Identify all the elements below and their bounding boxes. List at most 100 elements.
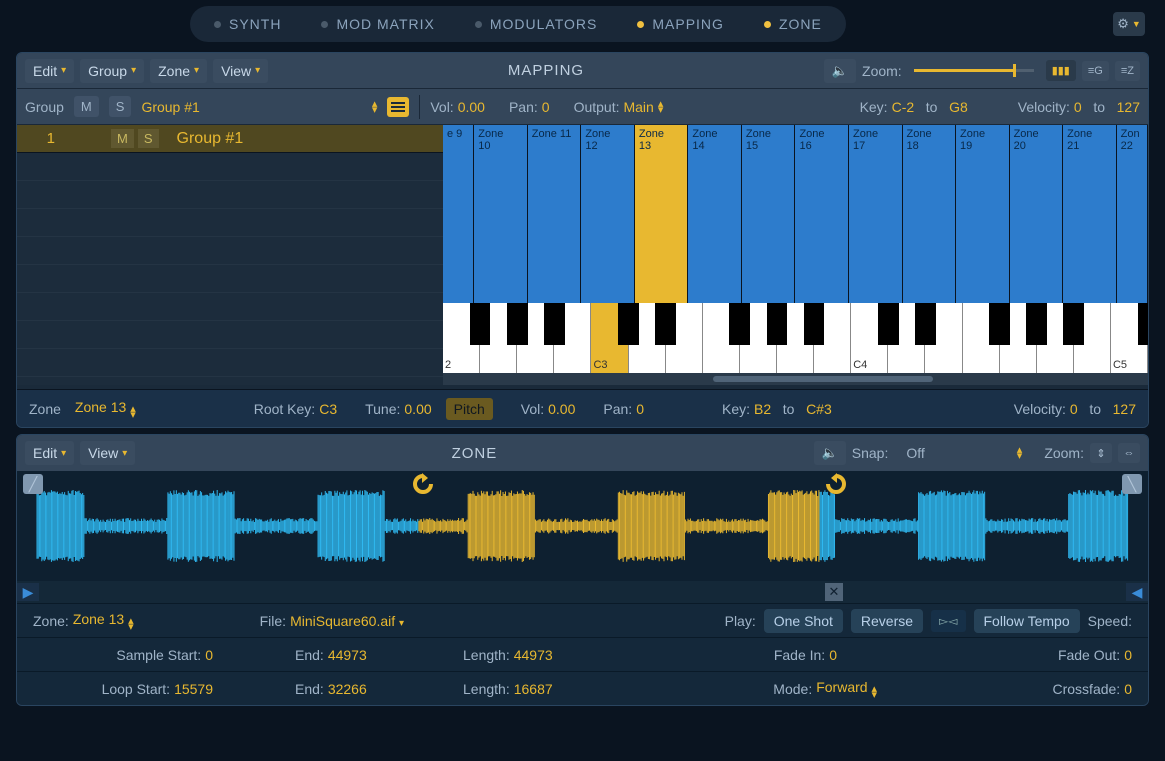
root-key-value[interactable]: C3 — [319, 401, 337, 417]
view-menu[interactable]: View▾ — [213, 59, 268, 83]
pitch-toggle[interactable]: Pitch — [446, 398, 493, 420]
zone-view-menu[interactable]: View▾ — [80, 441, 135, 465]
tab-mapping[interactable]: MAPPING — [617, 10, 744, 38]
edit-menu[interactable]: Edit▾ — [25, 59, 74, 83]
tune-value[interactable]: 0.00 — [404, 401, 431, 417]
key-low[interactable]: C-2 — [892, 99, 915, 115]
loop-mode-value[interactable]: Forward ▴▾ — [816, 679, 877, 698]
tab-zone[interactable]: ZONE — [744, 10, 842, 38]
black-key[interactable] — [729, 303, 750, 345]
fade-in-value[interactable]: 0 — [829, 647, 837, 663]
list-toggle-button[interactable] — [387, 97, 409, 117]
zone-edit-menu[interactable]: Edit▾ — [25, 441, 74, 465]
flex-button[interactable]: ▻◅ — [931, 610, 965, 632]
zoom-slider[interactable] — [914, 69, 1034, 72]
vol-value[interactable]: 0.00 — [458, 99, 485, 115]
zone-audition-button[interactable]: 🔈 — [814, 441, 846, 465]
pan-value[interactable]: 0 — [542, 99, 550, 115]
end-handle[interactable]: ╲ — [1122, 474, 1142, 494]
zoom-vertical-button[interactable]: ⇕ — [1090, 443, 1112, 463]
view-mode-zone[interactable]: ≡Z — [1115, 61, 1140, 81]
group-mute-button[interactable]: M — [74, 96, 99, 117]
zone-vel-high[interactable]: 127 — [1113, 401, 1136, 417]
sample-length-value[interactable]: 44973 — [514, 647, 553, 663]
vel-high[interactable]: 127 — [1117, 99, 1140, 115]
zone-cell[interactable]: Zone19 — [956, 125, 1010, 303]
zone-name-select[interactable]: Zone 13 ▴▾ — [75, 399, 136, 418]
settings-button[interactable]: ⚙ ▼ — [1113, 12, 1145, 36]
sample-end-value[interactable]: 44973 — [328, 647, 367, 663]
crossfade-value[interactable]: 0 — [1124, 681, 1132, 697]
one-shot-button[interactable]: One Shot — [764, 609, 843, 633]
loop-length-value[interactable]: 16687 — [514, 681, 553, 697]
black-key[interactable] — [1063, 303, 1084, 345]
view-mode-keyboard[interactable]: ▮▮▮ — [1046, 60, 1076, 81]
black-key[interactable] — [544, 303, 565, 345]
row-solo-button[interactable]: S — [138, 129, 159, 148]
snap-value[interactable]: Off — [906, 445, 924, 461]
zone-pan-value[interactable]: 0 — [636, 401, 644, 417]
zone-vel-low[interactable]: 0 — [1070, 401, 1078, 417]
zone-cell[interactable]: e 9 — [443, 125, 474, 303]
loop-start-value[interactable]: 15579 — [174, 681, 213, 697]
group-menu[interactable]: Group▾ — [80, 59, 144, 83]
pz-zone-value[interactable]: Zone 13 ▴▾ — [73, 611, 134, 630]
black-key[interactable] — [915, 303, 936, 345]
group-selector[interactable]: Group #1 ▴▾ — [141, 99, 377, 115]
tab-modulators[interactable]: MODULATORS — [455, 10, 618, 38]
zone-key-high[interactable]: C#3 — [806, 401, 832, 417]
black-key[interactable] — [618, 303, 639, 345]
zone-cells[interactable]: e 9Zone10Zone 11Zone12Zone13Zone14Zone15… — [443, 125, 1148, 303]
key-high[interactable]: G8 — [949, 99, 968, 115]
stepper-icon[interactable]: ▴▾ — [1017, 447, 1023, 459]
vel-low[interactable]: 0 — [1074, 99, 1082, 115]
group-row[interactable]: 1 M S Group #1 — [17, 125, 443, 153]
file-value[interactable]: MiniSquare60.aif ▾ — [290, 613, 404, 629]
scrollbar-thumb[interactable] — [713, 376, 933, 382]
reverse-button[interactable]: Reverse — [851, 609, 923, 633]
zone-cell[interactable]: Zone16 — [795, 125, 849, 303]
zone-cell[interactable]: Zone21 — [1063, 125, 1117, 303]
scroll-right-button[interactable]: ◀ — [1126, 583, 1148, 601]
sample-start-value[interactable]: 0 — [205, 647, 213, 663]
zone-cell[interactable]: Zone15 — [742, 125, 796, 303]
zone-cell[interactable]: Zone20 — [1010, 125, 1064, 303]
output-value[interactable]: Main — [623, 99, 653, 115]
zone-cell[interactable]: Zone12 — [581, 125, 635, 303]
zone-vol-value[interactable]: 0.00 — [548, 401, 575, 417]
zone-cell[interactable]: Zone 11 — [528, 125, 582, 303]
zone-cell[interactable]: Zon22 — [1117, 125, 1148, 303]
loop-end-marker[interactable] — [825, 473, 847, 495]
start-handle[interactable]: ╱ — [23, 474, 43, 494]
scroll-left-button[interactable]: ▶ — [17, 583, 39, 601]
view-mode-group[interactable]: ≡G — [1082, 61, 1109, 81]
tab-mod-matrix[interactable]: MOD MATRIX — [301, 10, 454, 38]
zone-cell[interactable]: Zone17 — [849, 125, 903, 303]
black-key[interactable] — [507, 303, 528, 345]
loop-start-marker[interactable] — [412, 473, 434, 495]
follow-tempo-button[interactable]: Follow Tempo — [974, 609, 1080, 633]
loop-end-value[interactable]: 32266 — [328, 681, 367, 697]
black-key[interactable] — [470, 303, 491, 345]
keyboard-scrollbar[interactable] — [443, 373, 1148, 385]
black-key[interactable] — [1138, 303, 1149, 345]
zone-cell[interactable]: Zone18 — [903, 125, 957, 303]
black-key[interactable] — [878, 303, 899, 345]
row-mute-button[interactable]: M — [111, 129, 134, 148]
black-key[interactable] — [1026, 303, 1047, 345]
zone-key-low[interactable]: B2 — [754, 401, 771, 417]
fade-out-value[interactable]: 0 — [1124, 647, 1132, 663]
zone-cell[interactable]: Zone10 — [474, 125, 528, 303]
zone-cell[interactable]: Zone13 — [635, 125, 689, 303]
black-key[interactable] — [804, 303, 825, 345]
black-key[interactable] — [655, 303, 676, 345]
zone-cell[interactable]: Zone14 — [688, 125, 742, 303]
zoom-horizontal-button[interactable]: ⇔ — [1118, 443, 1140, 463]
tab-synth[interactable]: SYNTH — [194, 10, 301, 38]
waveform-display[interactable]: ╱ ╲ — [17, 471, 1148, 581]
zone-menu[interactable]: Zone▾ — [150, 59, 207, 83]
black-key[interactable] — [767, 303, 788, 345]
black-key[interactable] — [989, 303, 1010, 345]
group-solo-button[interactable]: S — [109, 96, 132, 117]
audition-button[interactable]: 🔈 — [824, 59, 856, 83]
